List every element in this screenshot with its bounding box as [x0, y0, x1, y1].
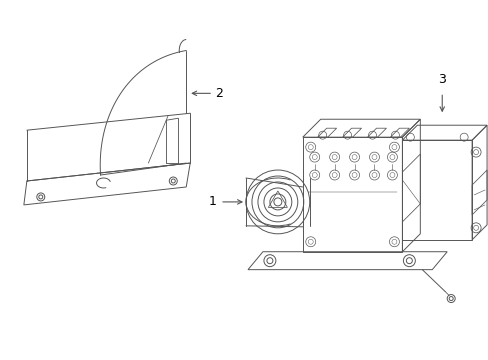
Text: 2: 2 — [215, 87, 223, 100]
Text: 3: 3 — [437, 73, 445, 86]
Text: 1: 1 — [208, 195, 216, 208]
